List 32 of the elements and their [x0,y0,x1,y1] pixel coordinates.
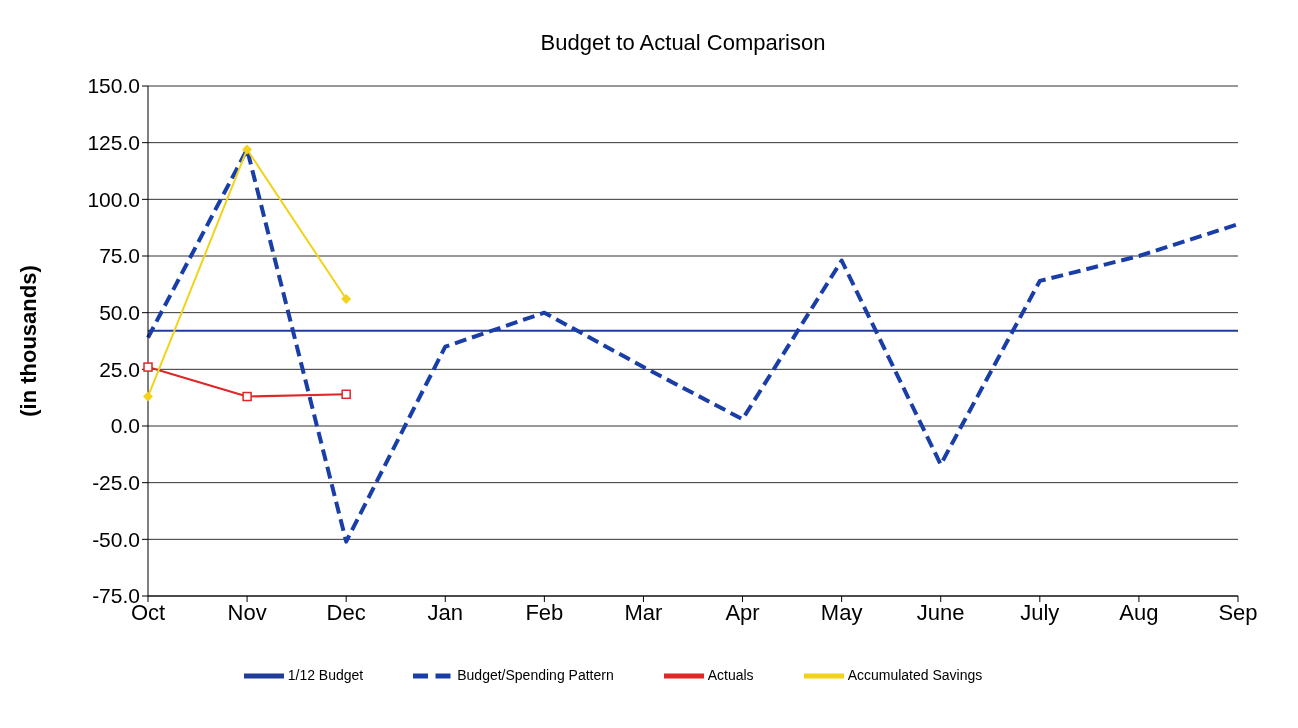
x-tick-label: Jan [427,599,464,625]
x-tick-label: Apr [725,599,760,625]
legend-label: Accumulated Savings [847,666,983,683]
y-tick-label: -25.0 [92,471,140,495]
x-tick-label: Aug [1119,599,1159,625]
y-tick-label: 50.0 [99,301,140,325]
x-tick-label: Mar [624,599,663,625]
y-tick-label: 150.0 [87,74,140,98]
point [242,391,252,402]
y-tick-label: -50.0 [92,527,140,551]
legend-label: Budget/Spending Pattern [457,666,614,683]
y-tick-label: 125.0 [87,131,140,155]
y-tick-label: 75.0 [99,244,140,268]
y-axis-title: (in thousands) [15,265,41,417]
x-tick-label: Feb [525,599,564,625]
y-tick-label: 0.0 [110,414,140,438]
x-tick-label: Nov [227,599,267,625]
x-tick-label: June [916,599,965,625]
legend-label: Actuals [707,666,754,683]
point [143,362,153,372]
x-tick-label: Dec [326,599,366,625]
y-tick-label: 100.0 [87,187,140,211]
point [143,391,153,402]
x-tick-label: July [1020,599,1060,625]
legend-label: 1/12 Budget [287,666,364,683]
point [341,389,351,400]
x-tick-label: Sep [1218,599,1258,625]
y-tick-label: 25.0 [99,357,140,381]
chart-title: Budget to Actual Comparison [539,30,827,56]
point [242,144,253,155]
x-tick-label: May [820,599,863,625]
point [341,294,352,305]
